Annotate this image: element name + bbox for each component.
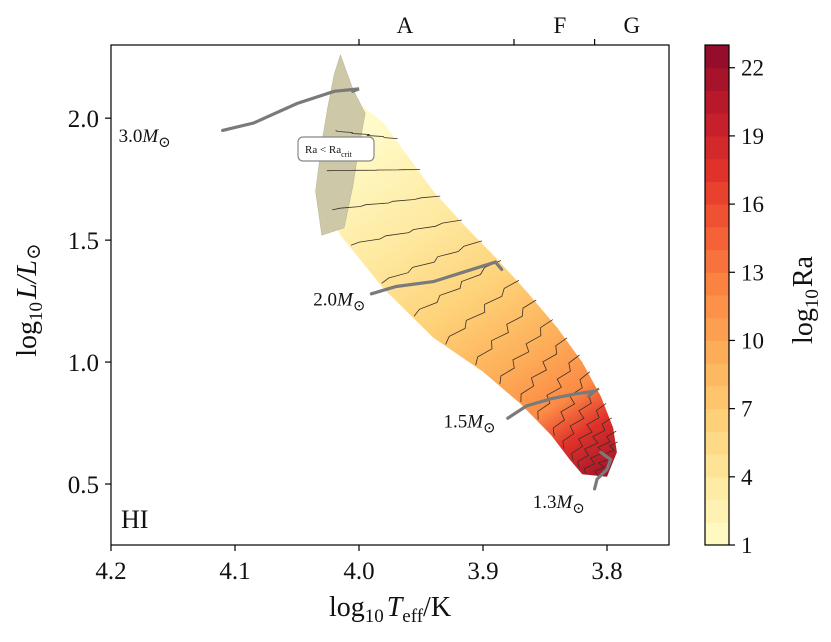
y-tick-label: 2.0 bbox=[68, 106, 99, 133]
colorbar-band bbox=[705, 158, 729, 182]
contour-line bbox=[413, 260, 502, 317]
contour-line bbox=[381, 240, 483, 284]
colorbar-tick-label: 7 bbox=[741, 397, 753, 422]
colorbar-band bbox=[705, 90, 729, 114]
colorbar-tick-label: 19 bbox=[741, 124, 764, 149]
colorbar-band bbox=[705, 340, 729, 364]
track-2-0-msun bbox=[369, 260, 504, 296]
colorbar-tick-label: 10 bbox=[741, 328, 764, 353]
colorbar-band bbox=[705, 272, 729, 296]
panel-label: HI bbox=[121, 505, 148, 534]
colorbar-band bbox=[705, 408, 729, 432]
mass-label-2-0: 2.0M⊙ bbox=[313, 290, 365, 315]
colorbar-tick-label: 22 bbox=[741, 56, 764, 81]
y-axis: 0.5 1.0 1.5 2.0 bbox=[68, 106, 111, 499]
colorbar-frame bbox=[704, 44, 730, 546]
colorbar-band bbox=[705, 317, 729, 341]
x-tick-label: 4.0 bbox=[343, 558, 374, 585]
evolutionary-tracks bbox=[221, 87, 613, 491]
spectral-label-f: F bbox=[553, 13, 566, 38]
colorbar-band bbox=[705, 226, 729, 251]
colorbar-ticks: 1 4 7 10 13 16 19 22 bbox=[729, 56, 764, 558]
colorbar-band bbox=[705, 385, 729, 410]
track-1-5-msun bbox=[506, 388, 601, 420]
colorbar: 1 4 7 10 13 16 19 22 log10Ra bbox=[704, 44, 823, 558]
track-1-3-msun bbox=[593, 450, 613, 491]
contour-line bbox=[332, 195, 441, 211]
colorbar-tick-label: 4 bbox=[741, 465, 753, 490]
contour-line bbox=[537, 354, 580, 420]
colorbar-band bbox=[705, 499, 729, 523]
colorbar-bands bbox=[705, 45, 729, 546]
contour-line bbox=[475, 299, 537, 366]
mass-labels: 3.0M⊙ 2.0M⊙ 1.5M⊙ 1.3M⊙ bbox=[119, 126, 585, 517]
svg-text:Ra < Racrit: Ra < Racrit bbox=[305, 144, 353, 159]
contour-line bbox=[350, 219, 462, 246]
colorbar-band bbox=[705, 181, 729, 205]
x-tick-label: 3.8 bbox=[591, 558, 622, 585]
contour-line bbox=[571, 403, 607, 461]
colorbar-band bbox=[705, 522, 729, 546]
x-tick-label: 4.1 bbox=[219, 558, 250, 585]
x-axis: 4.2 4.1 4.0 3.9 3.8 bbox=[95, 545, 623, 585]
contour-line bbox=[335, 130, 398, 139]
x-axis-title: log10 Teff/K bbox=[329, 592, 451, 627]
colorbar-tick-label: 1 bbox=[741, 533, 753, 558]
mass-label-3-0: 3.0M⊙ bbox=[119, 126, 171, 151]
colorbar-band bbox=[705, 363, 729, 387]
x-tick-label: 3.9 bbox=[467, 558, 498, 585]
colorbar-band bbox=[705, 431, 729, 455]
colorbar-tick-label: 13 bbox=[741, 260, 764, 285]
y-axis-title: log10L/L⊙ bbox=[12, 243, 47, 356]
colorbar-band bbox=[705, 476, 729, 501]
colorbar-title: log10Ra bbox=[788, 255, 823, 343]
rayleigh-number-region bbox=[321, 98, 617, 477]
plot-frame bbox=[110, 44, 670, 546]
contour-line bbox=[445, 280, 520, 345]
annotation-text: Ra < Ra bbox=[305, 144, 341, 156]
mass-label-1-3: 1.3M⊙ bbox=[533, 492, 585, 517]
colorbar-band bbox=[705, 113, 729, 137]
annotation-subscript: crit bbox=[341, 150, 352, 159]
contour-lines bbox=[326, 130, 618, 476]
track-3-0-msun bbox=[221, 87, 360, 132]
contour-line bbox=[499, 319, 554, 385]
colorbar-band bbox=[705, 45, 729, 69]
contour-line bbox=[562, 387, 600, 449]
spectral-label-g: G bbox=[623, 13, 640, 38]
contour-line bbox=[520, 337, 568, 403]
colorbar-band bbox=[705, 249, 729, 273]
colorbar-band bbox=[705, 295, 729, 319]
y-tick-label: 1.0 bbox=[68, 350, 99, 377]
colorbar-tick-label: 16 bbox=[741, 192, 764, 217]
colorbar-band bbox=[705, 67, 729, 91]
contour-line bbox=[326, 169, 421, 172]
colorbar-band bbox=[705, 135, 729, 160]
annotation-box: Ra < Racrit bbox=[297, 136, 375, 162]
x-tick-label: 4.2 bbox=[95, 558, 126, 585]
colorbar-band bbox=[705, 204, 729, 228]
y-tick-label: 0.5 bbox=[68, 472, 99, 499]
colorbar-band bbox=[705, 454, 729, 478]
mass-label-1-5: 1.5M⊙ bbox=[443, 412, 495, 437]
spectral-label-a: A bbox=[397, 13, 414, 38]
contour-line bbox=[552, 371, 591, 437]
contour-line bbox=[577, 417, 612, 468]
y-tick-label: 1.5 bbox=[68, 228, 99, 255]
